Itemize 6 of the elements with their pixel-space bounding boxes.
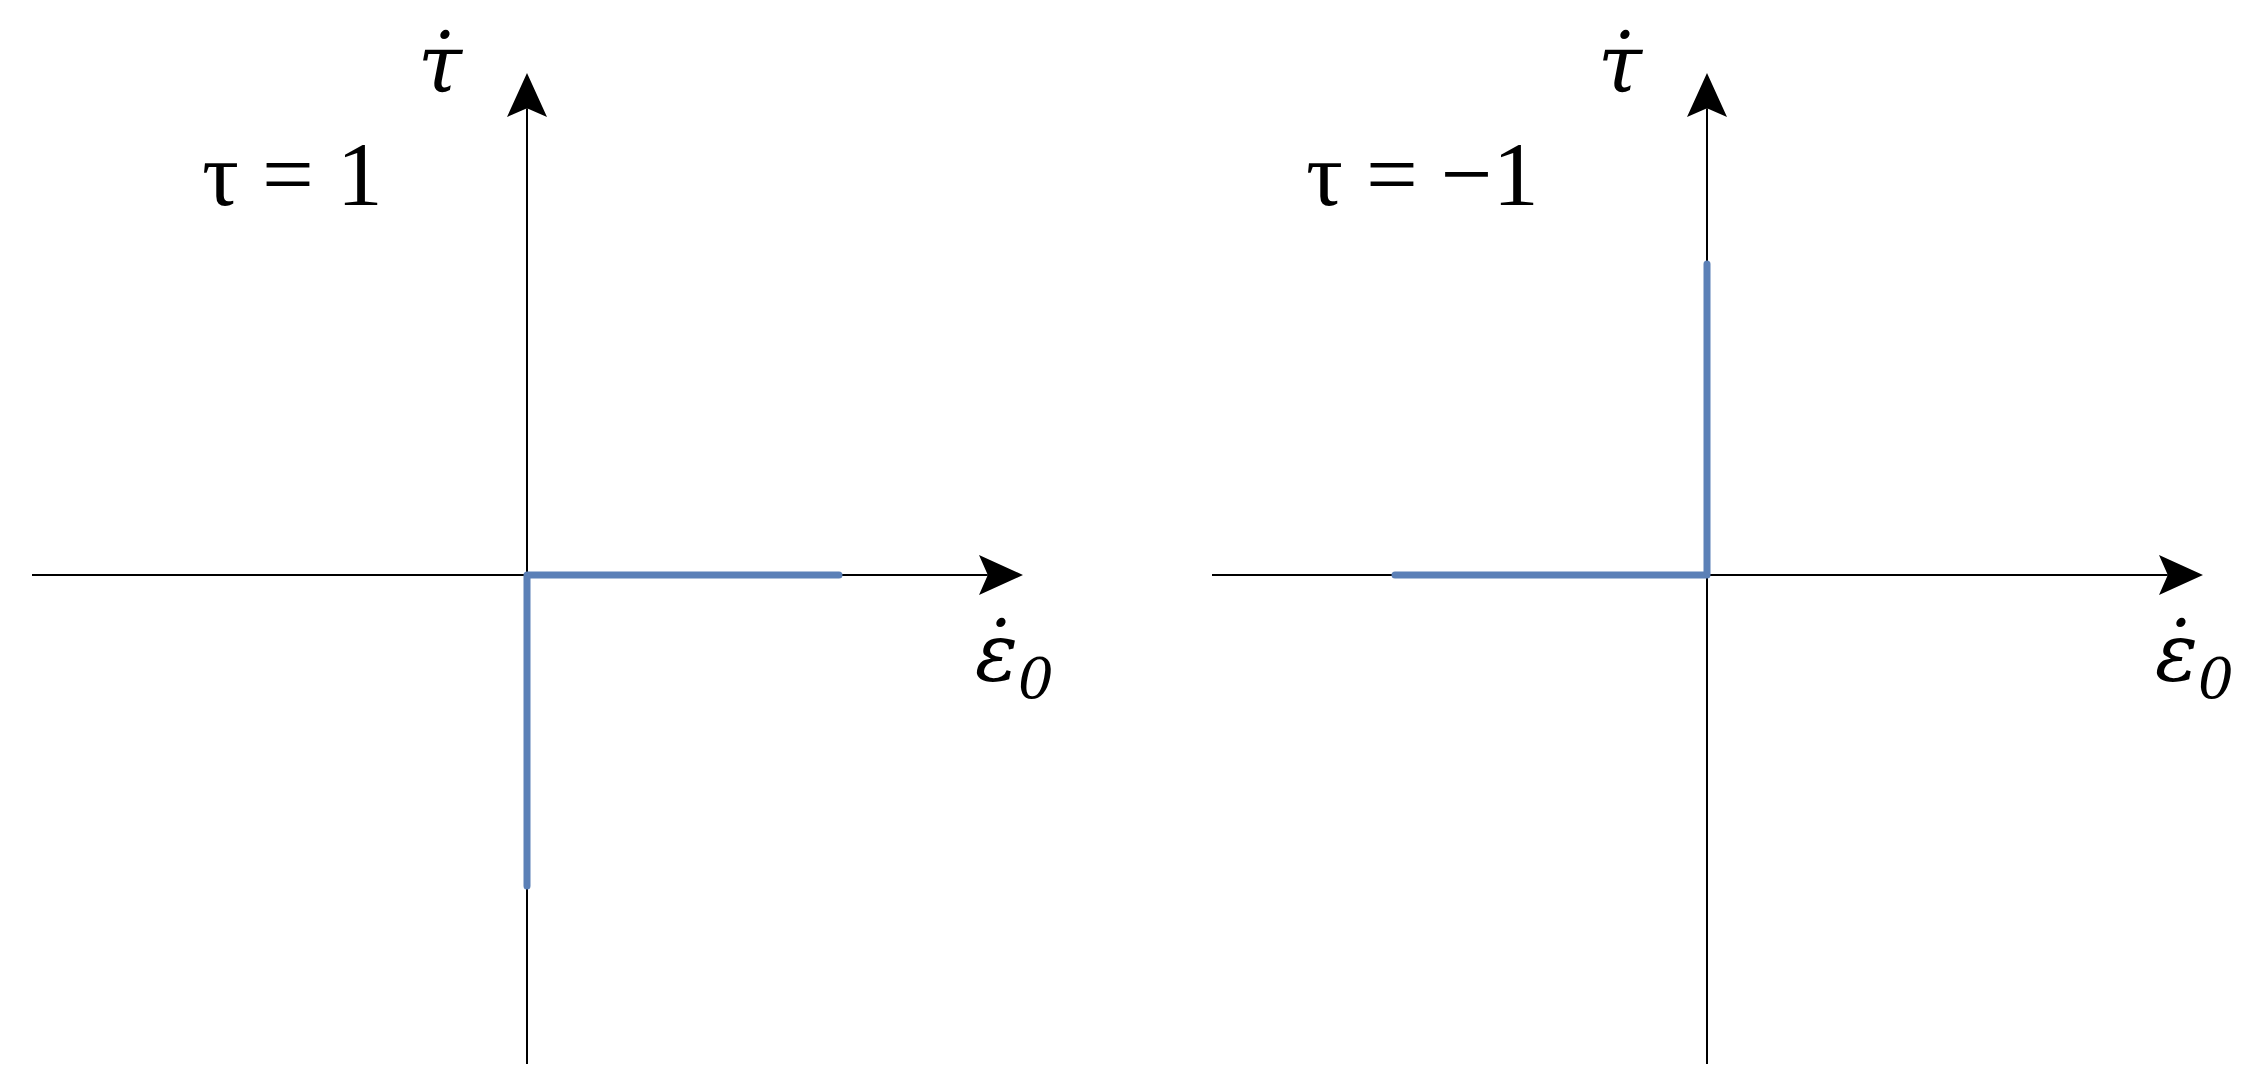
chart-title: τ = −1 — [1306, 123, 1539, 225]
x-axis-title: ε̇$_{0}$ — [975, 606, 1054, 711]
chart-title: τ = 1 — [202, 123, 383, 225]
x-axis-title: ε̇$_{0}$ — [2155, 606, 2234, 711]
y-axis-title: τ̇ — [417, 18, 464, 111]
y-axis-title: τ̇ — [1597, 18, 1644, 111]
